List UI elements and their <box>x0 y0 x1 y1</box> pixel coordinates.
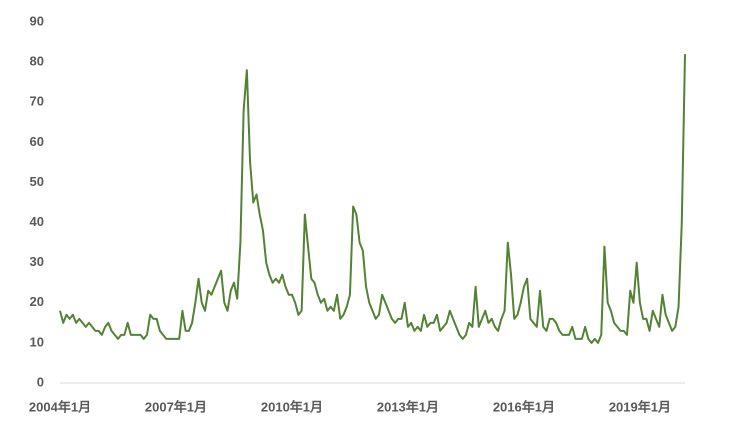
x-tick-label: 2010年1月 <box>261 399 323 414</box>
y-tick-label: 0 <box>37 374 44 389</box>
x-tick-label: 2016年1月 <box>493 399 555 414</box>
y-tick-label: 10 <box>30 334 44 349</box>
y-tick-label: 20 <box>30 294 44 309</box>
y-tick-label: 80 <box>30 54 44 69</box>
x-tick-label: 2019年1月 <box>609 399 671 414</box>
y-tick-label: 50 <box>30 174 44 189</box>
x-tick-label: 2004年1月 <box>29 399 91 414</box>
y-tick-label: 70 <box>30 94 44 109</box>
y-tick-label: 30 <box>30 254 44 269</box>
x-tick-label: 2013年1月 <box>377 399 439 414</box>
series-line <box>59 54 686 344</box>
y-tick-label: 60 <box>30 134 44 149</box>
y-tick-label: 90 <box>30 13 44 28</box>
x-tick-label: 2007年1月 <box>145 399 207 414</box>
y-tick-label: 40 <box>30 214 44 229</box>
